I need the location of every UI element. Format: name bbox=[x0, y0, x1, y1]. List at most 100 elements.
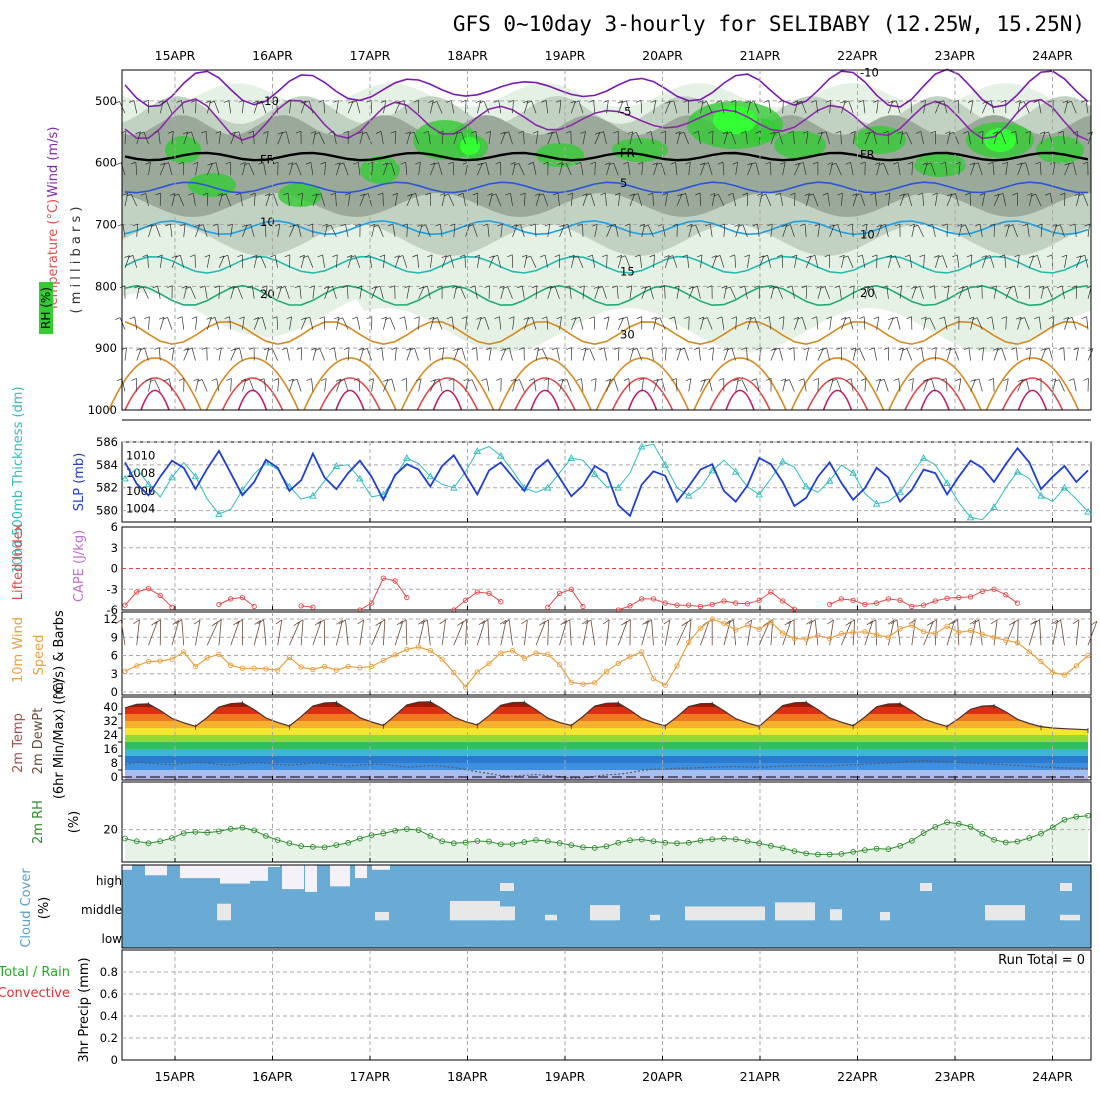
thickness-line bbox=[124, 443, 1089, 521]
wind-barb bbox=[323, 100, 325, 114]
wind-barb-flag bbox=[816, 285, 822, 289]
rh2m-line bbox=[124, 815, 1089, 855]
wind10-barb-flag bbox=[236, 619, 243, 624]
wind-barb-flag bbox=[150, 224, 156, 228]
wind-barb-flag bbox=[585, 193, 591, 196]
wind-barb bbox=[406, 348, 412, 361]
wind10-speed-marker bbox=[310, 666, 316, 673]
wind10-barb bbox=[120, 619, 126, 646]
rh-label: RH (%) bbox=[39, 287, 53, 329]
wind-barb bbox=[824, 286, 830, 299]
wind-barb-flag bbox=[765, 161, 771, 165]
wind-barb bbox=[711, 193, 716, 207]
wind-barb-flag bbox=[157, 254, 163, 258]
wind-barb-flag bbox=[987, 161, 994, 165]
wind-barb-flag bbox=[613, 130, 619, 134]
wind-barb bbox=[418, 162, 421, 176]
wind10-speed-marker bbox=[603, 668, 610, 674]
wind-barb-flag bbox=[322, 223, 328, 227]
wind-barb bbox=[195, 224, 201, 238]
wind-barb bbox=[719, 255, 725, 268]
wind-barb bbox=[168, 162, 173, 176]
temp-band bbox=[125, 777, 1088, 780]
wind10-barb bbox=[664, 619, 671, 646]
wind-barb-flag bbox=[207, 162, 213, 166]
wind-barb bbox=[476, 254, 480, 268]
wind10-barb-flag bbox=[1090, 620, 1098, 626]
wind-barb-flag bbox=[211, 378, 217, 381]
wind-barb bbox=[1052, 316, 1055, 330]
wind-barb-flag bbox=[647, 192, 653, 196]
wind-barb-flag bbox=[925, 162, 932, 166]
wind-barb-flag bbox=[261, 285, 268, 289]
wind10-speed-marker bbox=[967, 627, 974, 634]
wind10-barb-flag bbox=[378, 619, 386, 625]
wind-barb bbox=[390, 162, 396, 176]
wind-barb-flag bbox=[138, 131, 145, 135]
wind-barb bbox=[171, 347, 175, 361]
wind-barb bbox=[653, 100, 657, 114]
wind-barb bbox=[777, 286, 783, 299]
wind-barb bbox=[145, 193, 149, 207]
wind-barb-flag bbox=[556, 316, 562, 320]
cloud-high-patch bbox=[1060, 883, 1072, 891]
wind-barb-flag bbox=[428, 100, 434, 103]
lifted-marker bbox=[639, 596, 645, 602]
wind-barb bbox=[636, 348, 643, 361]
rh2m-marker bbox=[662, 839, 669, 846]
wind-barb bbox=[650, 131, 654, 145]
wind-barb-flag bbox=[163, 162, 169, 165]
wind-barb-flag bbox=[788, 347, 795, 350]
wind-barb-flag bbox=[552, 192, 559, 196]
wind-barb bbox=[136, 348, 142, 361]
wind-barb-flag bbox=[768, 285, 775, 289]
wind10-barb-flag bbox=[642, 620, 649, 625]
wind-barb bbox=[183, 223, 186, 237]
wind-barb-flag bbox=[657, 223, 663, 227]
wind10-speed-marker bbox=[615, 660, 621, 667]
wind10-barb bbox=[1052, 620, 1059, 646]
wind-barb bbox=[274, 254, 279, 268]
wind-barb bbox=[700, 162, 706, 176]
wind-barb-flag bbox=[631, 348, 638, 351]
wind-barb-flag bbox=[950, 193, 956, 196]
wind-barb-flag bbox=[624, 223, 631, 227]
wind10-barb bbox=[700, 620, 710, 646]
wind-barb bbox=[864, 378, 867, 392]
wind-barb bbox=[1086, 316, 1089, 330]
wind-barb-flag bbox=[1017, 379, 1023, 382]
wind-barb bbox=[449, 255, 455, 268]
wind10-speed-marker bbox=[850, 629, 856, 636]
wind-barb-flag bbox=[147, 224, 153, 227]
wind-barb-flag bbox=[635, 99, 642, 103]
wind-barb-flag bbox=[544, 223, 550, 227]
wind10-barb-flag bbox=[969, 619, 977, 625]
wind-barb-flag bbox=[361, 131, 367, 135]
pressure-tick-label: 900 bbox=[95, 341, 117, 355]
cloud-level-label: middle bbox=[81, 903, 122, 917]
temp2m-tick-label: 24 bbox=[103, 728, 118, 742]
wind-barb-flag bbox=[747, 162, 753, 166]
wind-barb-flag bbox=[288, 378, 294, 382]
wind10-barb-flag bbox=[1012, 619, 1019, 624]
wind-barb-flag bbox=[188, 192, 194, 196]
wind-barb bbox=[723, 223, 726, 237]
rh2m-marker bbox=[955, 820, 962, 827]
wind-barb bbox=[523, 255, 528, 268]
wind-barb-flag bbox=[337, 317, 343, 321]
date-label-bottom: 23APR bbox=[935, 1069, 976, 1084]
wind-barb-flag bbox=[888, 317, 894, 320]
wind-barb bbox=[603, 131, 607, 145]
pressure-tick-label: 800 bbox=[95, 279, 117, 293]
wind-barb-flag bbox=[1043, 131, 1049, 135]
wind-barb bbox=[636, 132, 643, 145]
wind-barb-flag bbox=[153, 130, 159, 134]
wind10-speed-marker bbox=[1061, 672, 1068, 678]
lifted-marker bbox=[791, 606, 798, 612]
wind-barb bbox=[225, 193, 232, 207]
wind-barb-flag bbox=[522, 100, 529, 104]
wind-barb bbox=[345, 224, 349, 237]
wind-barb bbox=[664, 347, 667, 361]
wind-barb-flag bbox=[655, 162, 662, 166]
wind-barb-flag bbox=[371, 286, 377, 289]
